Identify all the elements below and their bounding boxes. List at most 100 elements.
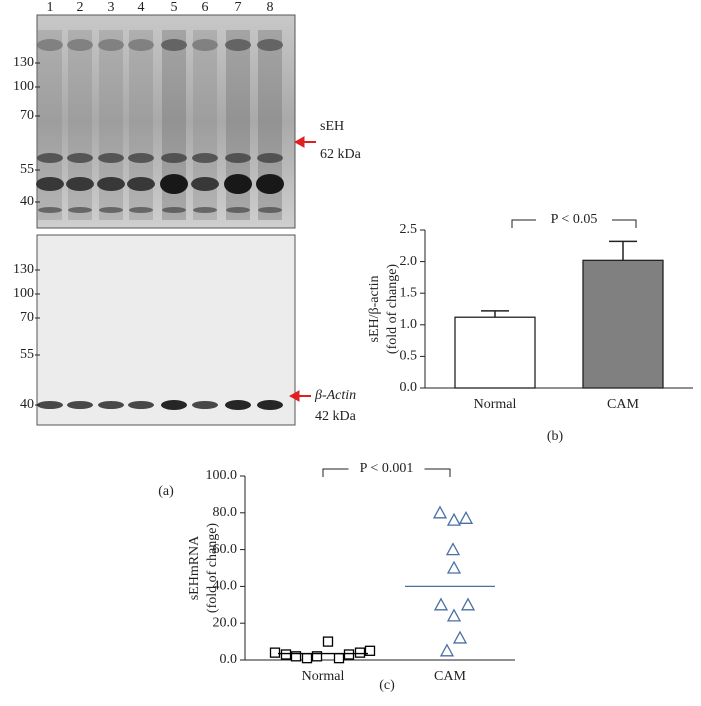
point [445,542,461,556]
y-tick-label: 80.0 [213,505,238,520]
point [433,597,449,611]
y-tick-label: 60.0 [213,542,238,557]
marker-label: 70 [20,108,34,123]
y-tick-label: 2.5 [400,222,418,237]
point [439,643,455,657]
band [225,153,251,163]
bar [582,259,664,389]
lane-label: 1 [47,0,54,15]
y-tick-label: 40.0 [213,579,238,594]
band [226,207,250,213]
band [257,400,283,410]
marker-label: 100 [13,79,34,94]
point [301,653,313,664]
lane-label: 2 [77,0,84,15]
band [162,207,186,213]
band [67,401,93,409]
marker-label: 130 [13,262,34,277]
band [67,153,93,163]
marker-label: 70 [20,310,34,325]
band [192,153,218,163]
band [256,174,284,194]
annotation: P < 0.001 [360,461,414,476]
lane-label: 7 [235,0,242,15]
band [128,401,154,409]
lane-smear [68,30,92,220]
x-tick-label: CAM [434,669,466,684]
marker-label: 130 [13,55,34,70]
band [98,153,124,163]
bracket [322,468,451,477]
point [446,512,462,526]
y-tick-label: 2.0 [400,254,418,269]
lane-smear [38,30,62,220]
point [446,560,462,574]
lane-label: 8 [267,0,274,15]
blot-target: sEH [320,119,344,134]
band [97,177,125,191]
marker-label: 40 [20,397,34,412]
lane-smear [99,30,123,220]
x-tick-label: Normal [474,397,517,412]
band [161,400,187,410]
lane-label: 3 [108,0,115,15]
y-axis-label: (fold of change) [205,523,220,614]
error-bar [609,240,637,261]
point [458,510,474,524]
point [452,630,468,644]
point [446,608,462,622]
marker-label: 100 [13,286,34,301]
band [66,177,94,191]
blot-bottom [36,234,296,426]
band [38,207,62,213]
y-tick-label: 0.0 [400,380,418,395]
marker-label: 55 [20,162,34,177]
panel-label: (b) [547,429,564,444]
bracket [511,219,637,228]
band [99,207,123,213]
point [280,649,292,660]
lane-label: 6 [202,0,209,15]
y-tick-label: 100.0 [206,468,238,483]
band [191,177,219,191]
band [193,207,217,213]
point [333,653,345,664]
y-axis-label: sEH/β-actin [367,276,382,343]
band [127,177,155,191]
marker-label: 40 [20,194,34,209]
band [68,207,92,213]
bar [454,316,536,389]
point [354,647,366,658]
band [192,401,218,409]
band [257,39,283,51]
band [36,177,64,191]
band [128,153,154,163]
band [225,400,251,410]
y-tick-label: 1.5 [400,285,418,300]
point [460,597,476,611]
band [129,207,153,213]
point [290,651,302,662]
band [192,39,218,51]
band [224,174,252,194]
y-axis-label: (fold of change) [385,264,400,355]
marker-label: 55 [20,347,34,362]
y-tick-label: 20.0 [213,615,238,630]
panel-label: (c) [379,678,395,693]
point [432,505,448,519]
error-bar [481,310,509,318]
y-axis-label: sEHmRNA [187,535,202,600]
panel-label: (a) [158,484,174,499]
lane-label: 5 [171,0,178,15]
blot-size: 42 kDa [315,409,357,424]
lane-label: 4 [138,0,145,15]
point [343,649,355,660]
band [161,153,187,163]
arrow [288,136,316,402]
band [225,39,251,51]
blot-bands [36,30,284,410]
band [161,39,187,51]
y-tick-label: 0.5 [400,349,418,364]
annotation: P < 0.05 [551,212,598,227]
